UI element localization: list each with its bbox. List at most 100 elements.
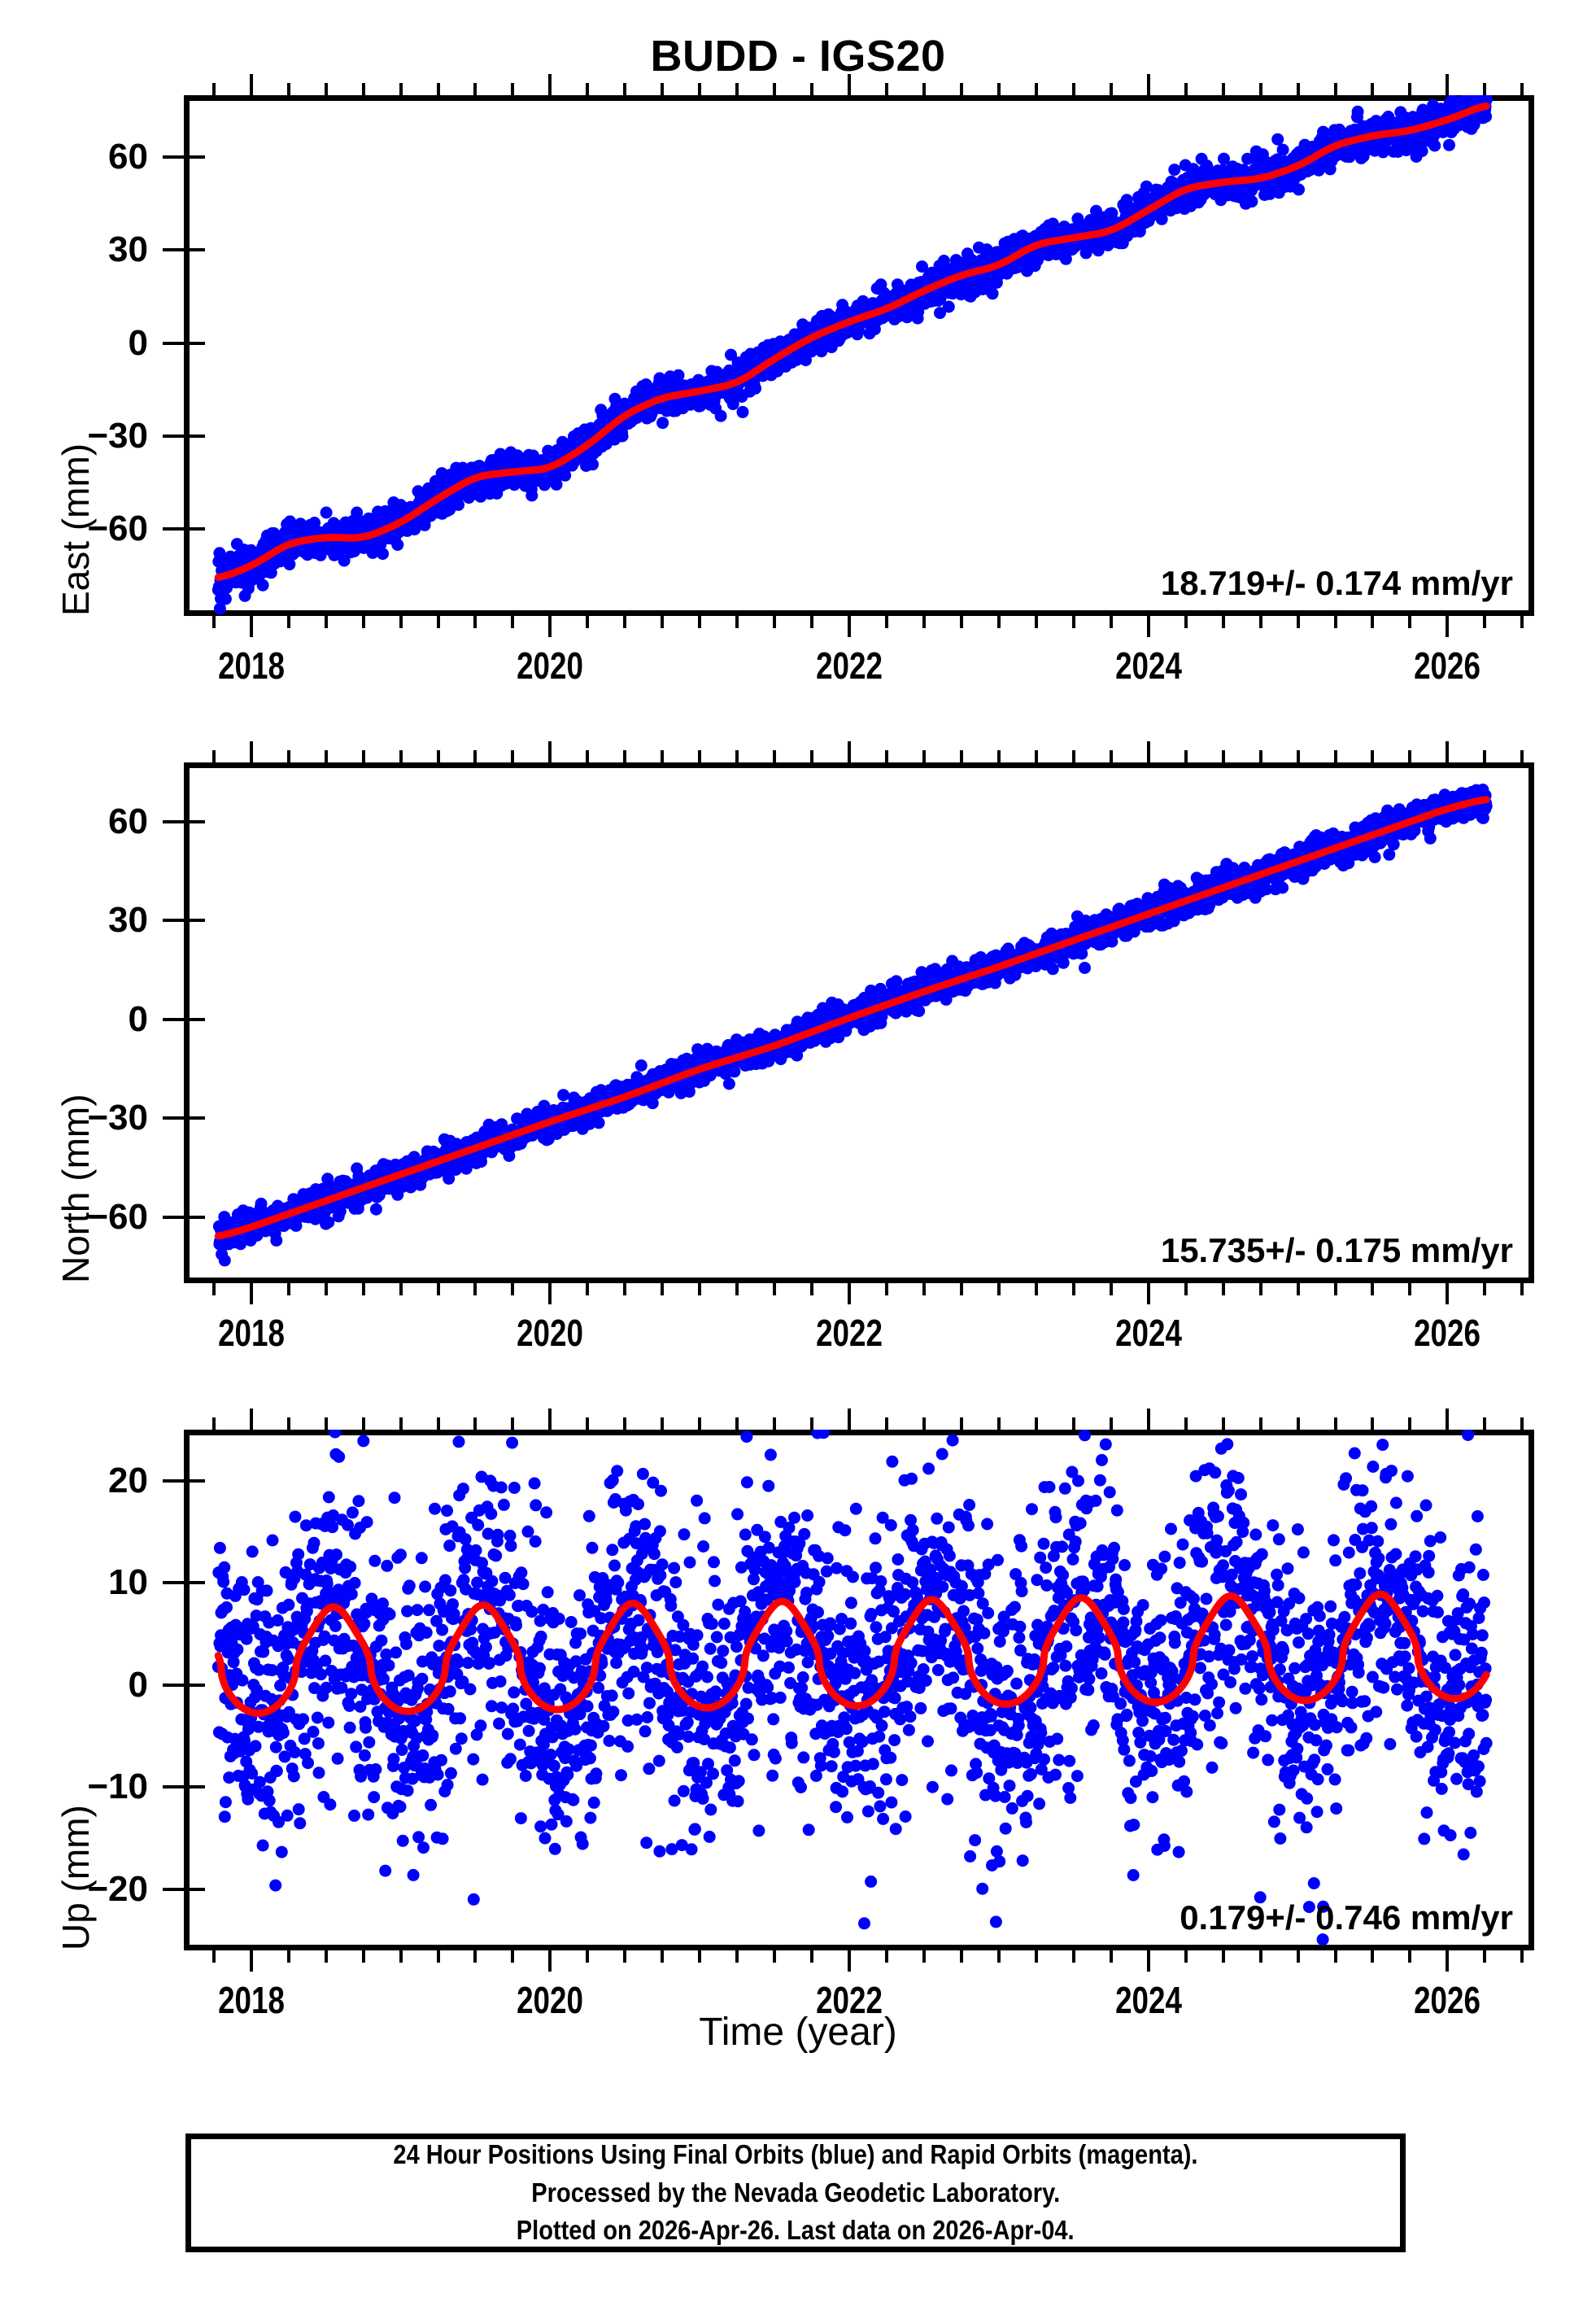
x-tick-mark [848, 616, 852, 637]
x-tick-mark [661, 1417, 665, 1430]
y-tick-label: −60 [87, 1196, 148, 1237]
y-tick-label: −10 [87, 1767, 148, 1807]
x-tick-mark [1520, 1417, 1524, 1430]
x-tick-mark [1184, 1417, 1188, 1430]
x-tick-mark [1071, 83, 1075, 95]
x-tick-mark [548, 1950, 552, 1972]
x-tick-mark [1258, 1417, 1262, 1430]
x-tick-mark [922, 1950, 926, 1963]
x-tick-mark [698, 1283, 702, 1295]
x-tick-mark [286, 750, 290, 762]
x-tick-mark [473, 1283, 477, 1295]
x-tick-mark [1071, 1417, 1075, 1430]
y-tick-mark [184, 435, 205, 439]
x-tick-mark [922, 750, 926, 762]
x-tick-mark [249, 741, 253, 762]
panel-up-plot [211, 1430, 1493, 1946]
x-tick-mark [1109, 1950, 1113, 1963]
x-tick-mark [249, 616, 253, 637]
y-tick-label: −20 [87, 1868, 148, 1909]
x-tick-mark [922, 83, 926, 95]
x-tick-label: 2018 [217, 1312, 285, 1354]
x-tick-mark [1446, 741, 1450, 762]
x-tick-mark [1146, 74, 1150, 95]
x-tick-mark [1408, 83, 1412, 95]
x-tick-mark [773, 1283, 777, 1295]
x-tick-mark [1296, 616, 1300, 628]
x-tick-mark [810, 1283, 814, 1295]
panel-east-plot [211, 95, 1493, 615]
y-tick-mark [163, 1887, 184, 1891]
x-tick-mark [623, 1950, 627, 1963]
x-tick-mark [885, 616, 888, 628]
x-tick-mark [773, 750, 777, 762]
x-tick-mark [1446, 1408, 1450, 1430]
x-tick-mark [586, 1283, 590, 1295]
x-tick-mark [324, 83, 328, 95]
x-tick-mark [1034, 616, 1038, 628]
x-tick-mark [698, 83, 702, 95]
x-tick-mark [885, 750, 888, 762]
x-tick-mark [211, 1283, 216, 1295]
x-tick-mark [399, 1283, 403, 1295]
y-tick-label: −30 [87, 1098, 148, 1138]
x-tick-mark [249, 1408, 253, 1430]
x-tick-mark [324, 1950, 328, 1963]
y-tick-mark [184, 1478, 205, 1483]
x-tick-mark [511, 1950, 515, 1963]
x-tick-mark [1296, 1283, 1300, 1295]
x-tick-mark [1221, 1950, 1225, 1963]
y-tick-label: 0 [128, 322, 148, 363]
x-tick-mark [1221, 1283, 1225, 1295]
y-tick-mark [163, 819, 184, 823]
x-tick-mark [586, 750, 590, 762]
x-tick-mark [1071, 616, 1075, 628]
x-tick-mark [249, 1950, 253, 1972]
x-tick-mark [1184, 83, 1188, 95]
x-tick-mark [848, 1950, 852, 1972]
x-tick-mark [473, 1417, 477, 1430]
x-tick-mark [324, 1417, 328, 1430]
x-tick-mark [623, 83, 627, 95]
y-tick-label: 10 [108, 1562, 148, 1603]
x-tick-mark [623, 750, 627, 762]
y-tick-mark [163, 155, 184, 159]
x-tick-mark [1258, 83, 1262, 95]
x-tick-mark [324, 1283, 328, 1295]
figure-title: BUDD - IGS20 [650, 32, 946, 81]
x-tick-mark [810, 1950, 814, 1963]
y-tick-label: −30 [87, 416, 148, 456]
x-tick-mark [1371, 83, 1375, 95]
x-tick-mark [1296, 83, 1300, 95]
x-tick-label: 2024 [1114, 644, 1182, 687]
x-tick-mark [473, 616, 477, 628]
x-tick-mark [735, 1283, 739, 1295]
x-tick-mark [586, 616, 590, 628]
panel-up: 0.179+/- 0.746 mm/yr 20 10 0 −10 −20 2018 2020… [87, 1408, 1534, 2021]
x-tick-mark [511, 750, 515, 762]
x-tick-mark [1034, 1950, 1038, 1963]
x-tick-label: 2026 [1414, 1312, 1481, 1354]
y-tick-mark [184, 1683, 205, 1687]
x-tick-mark [511, 1417, 515, 1430]
x-tick-mark [361, 1417, 365, 1430]
x-tick-mark [848, 74, 852, 95]
x-tick-mark [1109, 750, 1113, 762]
x-tick-mark [1146, 1408, 1150, 1430]
x-tick-mark [661, 750, 665, 762]
x-tick-mark [211, 1417, 216, 1430]
y-tick-mark [163, 1581, 184, 1585]
x-tick-mark [623, 1283, 627, 1295]
x-tick-mark [436, 750, 440, 762]
y-tick-mark [184, 819, 205, 823]
x-tick-label: 2022 [816, 644, 883, 687]
x-tick-mark [586, 83, 590, 95]
x-tick-mark [1296, 1950, 1300, 1963]
x-tick-label: 2022 [816, 1979, 883, 2021]
panel-north: 15.735+/- 0.175 mm/yr 60 30 0 −30 −60 2018 202… [87, 741, 1534, 1354]
x-tick-mark [1520, 1950, 1524, 1963]
x-tick-mark [1258, 1283, 1262, 1295]
x-tick-mark [1109, 83, 1113, 95]
x-tick-mark [810, 83, 814, 95]
x-tick-mark [1446, 74, 1450, 95]
